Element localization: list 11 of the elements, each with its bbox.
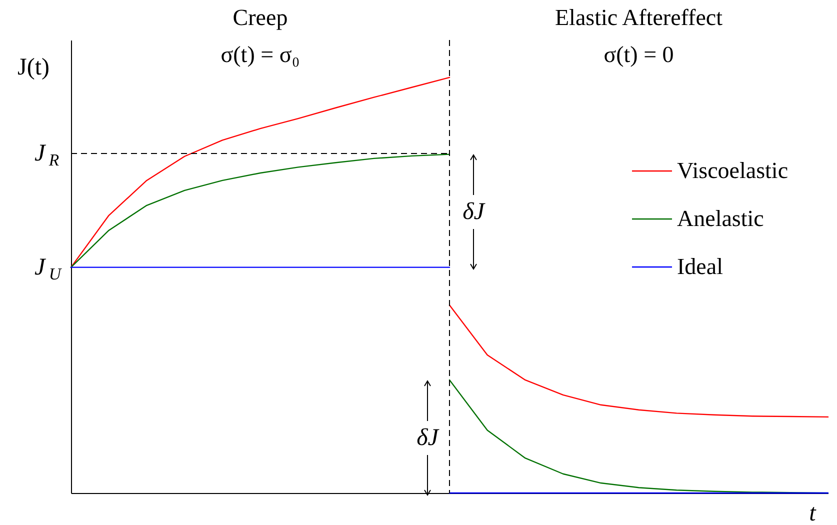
text: σ(t) = 0 — [604, 42, 674, 67]
text: σ(t) = σ₀ — [220, 42, 300, 67]
legend-label: Anelastic — [677, 206, 764, 231]
y-axis-title: J(t) — [18, 54, 50, 80]
annotation: δJ — [462, 199, 486, 225]
x-axis-title: t — [809, 500, 818, 525]
text: Creep — [232, 5, 288, 30]
legend-label: Ideal — [677, 254, 723, 279]
legend-label: Viscoelastic — [677, 158, 788, 183]
annotation: δJ — [416, 425, 440, 451]
text: Elastic Aftereffect — [554, 5, 724, 30]
